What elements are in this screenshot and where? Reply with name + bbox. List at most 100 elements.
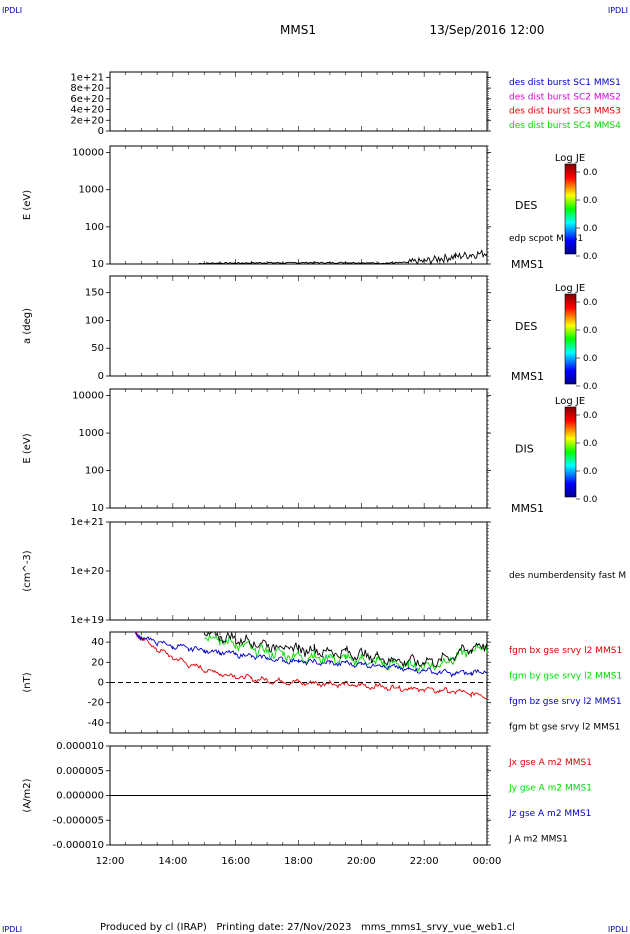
corner-label-bottom-left: IPDLI bbox=[2, 925, 22, 934]
colorbar-scale bbox=[564, 406, 577, 498]
series-line bbox=[134, 631, 488, 699]
y-axis-label: (cm^-3) bbox=[22, 550, 33, 591]
panel-4: 10 100 1000 10000 E (eV) DIS MMS1 bbox=[22, 388, 544, 515]
y-tick-label: 1000 bbox=[79, 185, 104, 196]
legend-entry: J A m2 MMS1 bbox=[508, 835, 568, 845]
legend-entry: Jx gse A m2 MMS1 bbox=[508, 758, 592, 768]
colorbar-tick-label: 0.0 bbox=[583, 495, 598, 505]
panel-3: 0 50 100 150 a (deg) DES MMS1 bbox=[22, 275, 544, 383]
colorbar-scale bbox=[564, 293, 577, 385]
panel-frame bbox=[109, 71, 488, 132]
y-tick-label: -0.000010 bbox=[53, 840, 104, 851]
x-tick-label: 12:00 bbox=[96, 856, 125, 867]
colorbar-title: Log JE bbox=[555, 153, 585, 164]
legend-entry: fgm by gse srvy l2 MMS1 bbox=[509, 672, 622, 682]
series-line bbox=[203, 631, 488, 668]
y-tick-label: -20 bbox=[88, 698, 104, 709]
panel-frame bbox=[109, 275, 488, 377]
y-tick-label: 20 bbox=[91, 657, 104, 668]
y-tick-label: 40 bbox=[91, 637, 104, 648]
colorbar-2: Log JE 0.0 0.0 0.0 0.0 bbox=[555, 283, 598, 392]
panel-frame bbox=[109, 145, 488, 265]
colorbar-tick-label: 0.0 bbox=[583, 439, 598, 449]
corner-label-top-left: IPDLI bbox=[2, 6, 22, 15]
y-tick-label: 1e+19 bbox=[70, 615, 104, 626]
y-tick-label: 50 bbox=[91, 343, 104, 354]
colorbar-tick-label: 0.0 bbox=[583, 298, 598, 308]
panel-7: -0.000010 -0.000005 0.000000 0.000005 0.0000… bbox=[22, 741, 592, 867]
legend-entry: des dist burst SC1 MMS1 bbox=[509, 78, 621, 88]
spacecraft-title: MMS1 bbox=[280, 23, 316, 37]
x-tick-label: 22:00 bbox=[410, 856, 439, 867]
y-tick-label: -40 bbox=[88, 718, 104, 729]
spacecraft-label: MMS1 bbox=[511, 502, 544, 515]
y-tick-label: 2e+20 bbox=[70, 115, 104, 126]
corner-label-top-right: IPDLI bbox=[608, 6, 628, 15]
instrument-label: DES bbox=[515, 199, 537, 212]
colorbar-title: Log JE bbox=[555, 283, 585, 294]
colorbar-tick-label: 0.0 bbox=[583, 196, 598, 206]
y-tick-label: 1e+20 bbox=[70, 566, 104, 577]
y-tick-label: 100 bbox=[85, 315, 104, 326]
y-tick-label: 10000 bbox=[72, 391, 104, 402]
panel-frame bbox=[109, 521, 488, 621]
legend-entry: des dist burst SC4 MMS4 bbox=[509, 121, 621, 131]
instrument-label: DIS bbox=[515, 443, 534, 456]
corner-label-bottom-right: IPDLI bbox=[608, 925, 628, 934]
colorbar-tick-label: 0.0 bbox=[583, 168, 598, 178]
panel-2: 10 100 1000 10000 E (eV) DES MMS1 edp scpot MMS… bbox=[22, 145, 583, 271]
y-axis-label: a (deg) bbox=[22, 308, 33, 344]
legend-entry: fgm bz gse srvy l2 MMS1 bbox=[509, 697, 622, 707]
y-tick-label: 1000 bbox=[79, 428, 104, 439]
spacecraft-label: MMS1 bbox=[511, 258, 544, 271]
colorbar-title: Log JE bbox=[555, 396, 585, 407]
instrument-label: DES bbox=[515, 320, 537, 333]
y-tick-label: 10 bbox=[91, 259, 104, 270]
colorbar-tick-label: 0.0 bbox=[583, 382, 598, 392]
y-tick-label: -0.000005 bbox=[53, 815, 104, 826]
legend-entry: Jz gse A m2 MMS1 bbox=[508, 809, 591, 819]
y-axis-label: E (eV) bbox=[22, 190, 33, 220]
legend-entry: des numberdensity fast M bbox=[509, 571, 626, 581]
legend-entry: fgm bt gse srvy l2 MMS1 bbox=[509, 723, 620, 733]
x-tick-label: 00:00 bbox=[473, 856, 502, 867]
legend-entry: edp scpot MMS1 bbox=[509, 234, 583, 244]
colorbar-tick-label: 0.0 bbox=[583, 354, 598, 364]
series-line bbox=[135, 631, 488, 678]
y-tick-label: 150 bbox=[85, 288, 104, 299]
y-tick-label: 8e+20 bbox=[70, 83, 104, 94]
y-axis-label: (A/m2) bbox=[22, 778, 33, 812]
colorbar-tick-label: 0.0 bbox=[583, 467, 598, 477]
y-axis-label: (nT) bbox=[22, 672, 33, 692]
series-line bbox=[198, 248, 488, 266]
y-tick-label: 0 bbox=[98, 371, 104, 382]
legend-entry: des dist burst SC2 MMS2 bbox=[509, 92, 621, 102]
y-tick-label: 100 bbox=[85, 466, 104, 477]
y-tick-label: 0.000005 bbox=[56, 766, 104, 777]
colorbar-tick-label: 0.0 bbox=[583, 411, 598, 421]
y-tick-label: 0 bbox=[98, 678, 104, 689]
legend-entry: des dist burst SC3 MMS3 bbox=[509, 107, 621, 117]
x-tick-label: 18:00 bbox=[284, 856, 313, 867]
y-tick-label: 10000 bbox=[72, 148, 104, 159]
y-tick-label: 0.000010 bbox=[56, 741, 104, 752]
series-line bbox=[204, 633, 488, 673]
colorbar-tick-label: 0.0 bbox=[583, 224, 598, 234]
colorbar-1: Log JE 0.0 0.0 0.0 0.0 bbox=[555, 153, 598, 262]
colorbar-scale bbox=[564, 163, 577, 255]
y-axis-label: E (eV) bbox=[22, 433, 33, 463]
x-tick-label: 20:00 bbox=[347, 856, 376, 867]
spacecraft-label: MMS1 bbox=[511, 370, 544, 383]
y-tick-label: 4e+20 bbox=[70, 105, 104, 116]
panel-frame bbox=[109, 388, 488, 509]
colorbar-3: Log JE 0.0 0.0 0.0 0.0 bbox=[555, 396, 598, 505]
y-tick-label: 0 bbox=[98, 126, 104, 137]
colorbar-tick-label: 0.0 bbox=[583, 252, 598, 262]
date-title: 13/Sep/2016 12:00 bbox=[430, 23, 545, 37]
legend-entry: fgm bx gse srvy l2 MMS1 bbox=[509, 646, 622, 656]
y-tick-label: 6e+20 bbox=[70, 94, 104, 105]
panel-5: 1e+19 1e+20 1e+21 (cm^-3) des numberdensity … bbox=[22, 517, 626, 626]
